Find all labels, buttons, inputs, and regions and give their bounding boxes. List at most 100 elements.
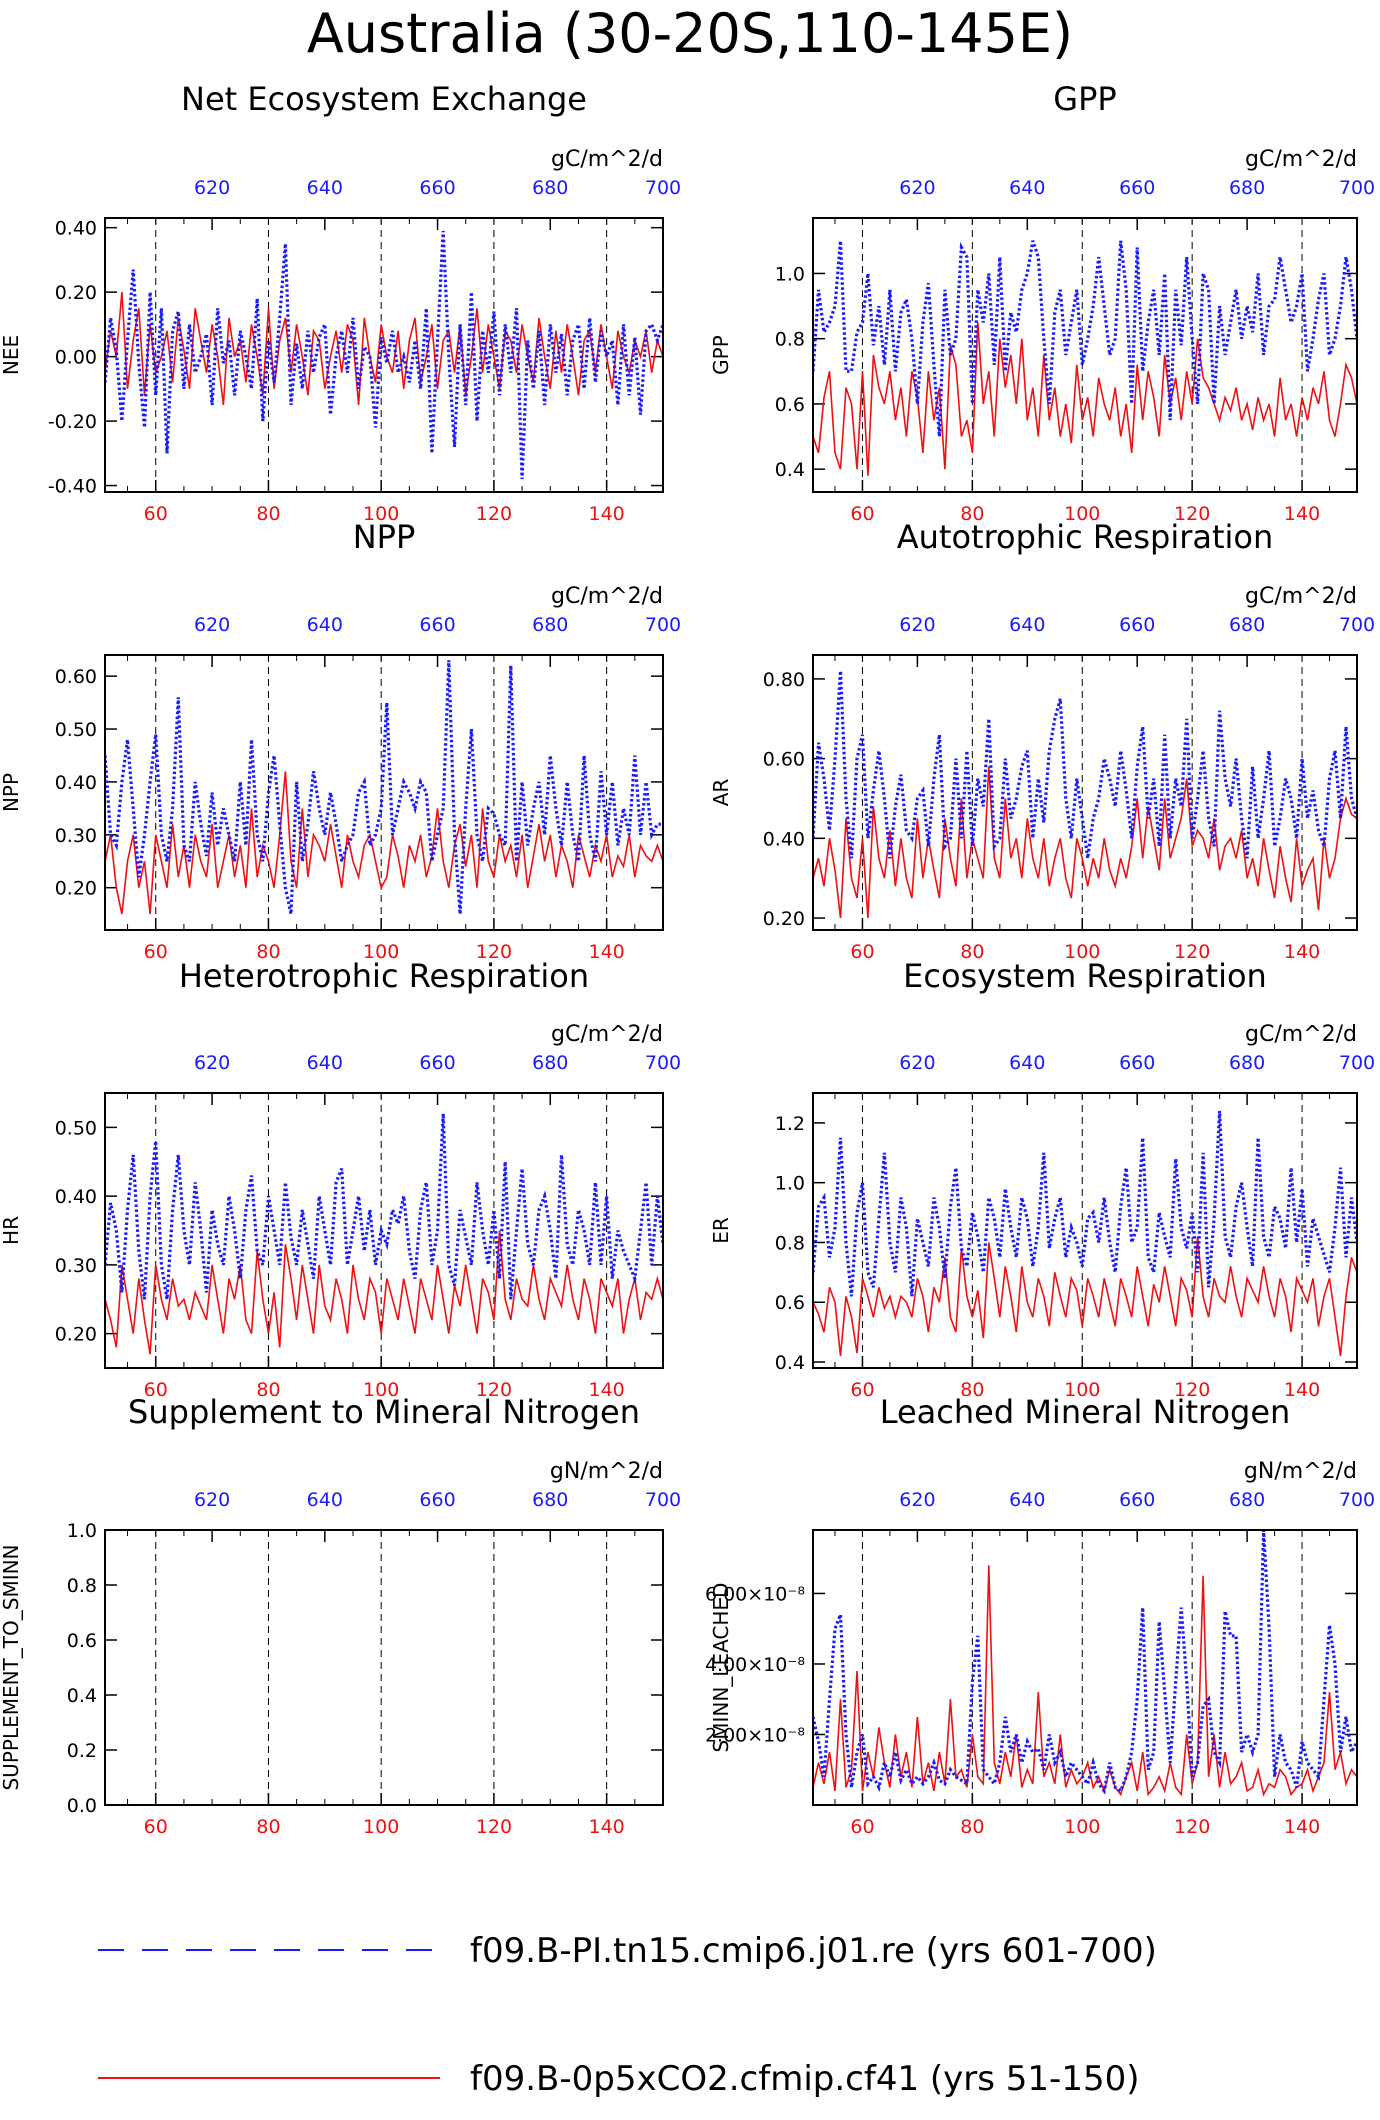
- y-tick-label: 6.00×10⁻⁸: [705, 1583, 805, 1605]
- series-line-blue: [813, 1110, 1357, 1297]
- units-label: gC/m^2/d: [1245, 147, 1357, 172]
- y-tick-label: 0.8: [775, 1232, 805, 1254]
- x-tick-label-bottom: 140: [1284, 1816, 1320, 1838]
- x-tick-label-bottom: 120: [1174, 1816, 1210, 1838]
- x-tick-label-bottom: 120: [476, 941, 512, 963]
- x-tick-label-top: 700: [645, 1489, 681, 1511]
- x-tick-label-top: 680: [1229, 1489, 1265, 1511]
- series-line-red: [105, 771, 663, 915]
- units-label: gN/m^2/d: [550, 1459, 663, 1484]
- x-tick-label-bottom: 140: [1284, 503, 1320, 525]
- panel-gpp: GPP gC/m^2/d 60 80 100 120 140 620 640 660 680 700 0…: [709, 80, 1375, 525]
- x-tick-label-top: 640: [1009, 1489, 1045, 1511]
- x-tick-label-top: 680: [532, 177, 568, 199]
- panel-leached-mineral-nitrogen: Leached Mineral Nitrogen gN/m^2/d 60 80 100 1…: [705, 1393, 1375, 1838]
- series-line-red: [105, 292, 663, 406]
- series-line-blue: [813, 670, 1357, 859]
- plot-frame: [104, 217, 664, 493]
- x-tick-label-top: 620: [194, 614, 230, 636]
- panel-supplement-to-mineral-nitrogen: Supplement to Mineral Nitrogen gN/m^2/d 60…: [0, 1393, 681, 1838]
- x-tick-label-bottom: 80: [960, 941, 984, 963]
- y-tick-label: 4.00×10⁻⁸: [705, 1654, 805, 1676]
- y-axis-label: SMINN_LEACHED: [709, 1583, 733, 1753]
- panel-title: Autotrophic Respiration: [897, 518, 1274, 556]
- units-label: gC/m^2/d: [551, 1022, 663, 1047]
- x-tick-label-top: 700: [1339, 614, 1375, 636]
- y-axis-label: NPP: [0, 773, 23, 812]
- y-axis-label: GPP: [709, 335, 733, 375]
- y-tick-label: 0.40: [763, 828, 805, 850]
- x-tick-label-top: 660: [1119, 177, 1155, 199]
- x-tick-label-bottom: 140: [589, 503, 625, 525]
- y-tick-label: 0.60: [763, 749, 805, 771]
- x-tick-label-bottom: 140: [589, 1379, 625, 1401]
- x-tick-label-bottom: 140: [1284, 941, 1320, 963]
- x-tick-label-bottom: 100: [363, 503, 399, 525]
- y-tick-label: 0.50: [55, 1117, 97, 1139]
- x-tick-label-bottom: 60: [144, 941, 168, 963]
- panel-ecosystem-respiration: Ecosystem Respiration gC/m^2/d 60 80 100 120 1…: [709, 957, 1375, 1401]
- x-tick-label-top: 640: [307, 1489, 343, 1511]
- x-tick-label-bottom: 60: [850, 503, 874, 525]
- y-tick-label: 0.6: [775, 1292, 805, 1314]
- y-tick-label: 0.30: [55, 825, 97, 847]
- panel-title: Heterotrophic Respiration: [179, 957, 589, 995]
- x-tick-label-top: 660: [419, 1489, 455, 1511]
- panel-heterotrophic-respiration: Heterotrophic Respiration gC/m^2/d 60 80 100…: [0, 957, 681, 1401]
- x-tick-label-bottom: 100: [363, 1379, 399, 1401]
- x-tick-label-bottom: 60: [144, 503, 168, 525]
- units-label: gC/m^2/d: [551, 147, 663, 172]
- series-line-blue: [813, 240, 1357, 437]
- x-tick-label-bottom: 140: [589, 1816, 625, 1838]
- x-tick-label-top: 640: [1009, 1052, 1045, 1074]
- x-tick-label-top: 640: [307, 177, 343, 199]
- y-axis-label: AR: [709, 779, 733, 807]
- x-tick-label-bottom: 120: [476, 1379, 512, 1401]
- x-tick-label-bottom: 60: [144, 1379, 168, 1401]
- series-line-blue: [105, 230, 663, 480]
- y-tick-label: 1.0: [67, 1520, 97, 1542]
- plot-frame: [812, 1092, 1358, 1369]
- y-tick-label: 0.30: [55, 1255, 97, 1277]
- x-tick-label-bottom: 60: [144, 1816, 168, 1838]
- x-tick-label-top: 680: [532, 1489, 568, 1511]
- x-tick-label-bottom: 80: [256, 503, 280, 525]
- y-axis-label: ER: [709, 1217, 733, 1244]
- plot-frame: [812, 1529, 1358, 1806]
- x-tick-label-bottom: 80: [256, 941, 280, 963]
- x-tick-label-bottom: 60: [850, 1816, 874, 1838]
- x-tick-label-top: 620: [899, 1489, 935, 1511]
- y-tick-label: 0.50: [55, 719, 97, 741]
- y-tick-label: 0.20: [763, 908, 805, 930]
- series-line-blue: [105, 660, 663, 915]
- panel-net-ecosystem-exchange: Net Ecosystem Exchange gC/m^2/d 60 80 100 120…: [0, 80, 681, 525]
- panel-title: GPP: [1053, 80, 1116, 118]
- x-tick-label-bottom: 80: [256, 1816, 280, 1838]
- x-tick-label-bottom: 100: [1064, 503, 1100, 525]
- units-label: gC/m^2/d: [1245, 1022, 1357, 1047]
- y-tick-label: 0.20: [55, 1324, 97, 1346]
- x-tick-label-top: 640: [307, 1052, 343, 1074]
- legend-label-blue: f09.B-PI.tn15.cmip6.j01.re (yrs 601-700): [470, 1931, 1157, 1971]
- x-tick-label-top: 660: [1119, 614, 1155, 636]
- legend: f09.B-PI.tn15.cmip6.j01.re (yrs 601-700)…: [98, 1931, 1157, 2099]
- y-tick-label: 0.8: [775, 329, 805, 351]
- y-tick-label: 0.40: [55, 1186, 97, 1208]
- x-tick-label-top: 640: [1009, 614, 1045, 636]
- y-tick-label: 0.2: [67, 1740, 97, 1762]
- panel-title: Net Ecosystem Exchange: [181, 80, 587, 118]
- x-tick-label-top: 680: [1229, 1052, 1265, 1074]
- series-line-red: [813, 1236, 1357, 1357]
- y-axis-label: NEE: [0, 335, 23, 375]
- y-axis-label: SUPPLEMENT_TO_SMINN: [0, 1544, 23, 1790]
- x-tick-label-top: 620: [899, 1052, 935, 1074]
- y-tick-label: -0.40: [48, 476, 97, 498]
- x-tick-label-top: 620: [899, 177, 935, 199]
- panel-title: Ecosystem Respiration: [903, 957, 1267, 995]
- y-tick-label: 0.4: [775, 1352, 805, 1374]
- y-tick-label: 0.6: [775, 394, 805, 416]
- x-tick-label-bottom: 60: [850, 1379, 874, 1401]
- x-tick-label-top: 700: [645, 177, 681, 199]
- x-tick-label-bottom: 80: [960, 1816, 984, 1838]
